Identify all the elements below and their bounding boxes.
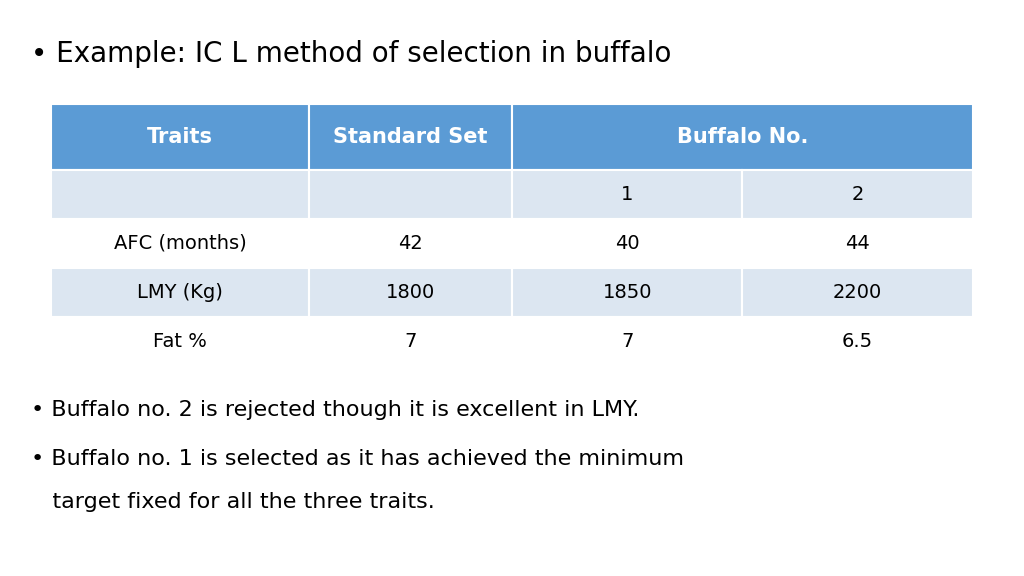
Bar	[742, 268, 973, 317]
Bar	[512, 170, 742, 219]
Text: Standard Set: Standard Set	[334, 127, 487, 147]
Text: target fixed for all the three traits.: target fixed for all the three traits.	[31, 492, 434, 513]
Bar	[51, 219, 309, 268]
Text: 44: 44	[845, 234, 870, 253]
Bar	[512, 317, 742, 366]
Text: 6.5: 6.5	[842, 332, 873, 351]
Text: 40: 40	[614, 234, 640, 253]
Text: • Buffalo no. 1 is selected as it has achieved the minimum: • Buffalo no. 1 is selected as it has ac…	[31, 449, 684, 469]
Text: 7: 7	[404, 332, 417, 351]
Bar	[742, 317, 973, 366]
Text: 1: 1	[621, 185, 634, 204]
Text: 42: 42	[398, 234, 423, 253]
Text: 2: 2	[851, 185, 864, 204]
Text: 1800: 1800	[386, 283, 435, 302]
Bar	[512, 104, 973, 170]
Bar	[742, 170, 973, 219]
Text: 1850: 1850	[602, 283, 652, 302]
Bar	[309, 268, 512, 317]
Text: 7: 7	[621, 332, 634, 351]
Text: AFC (months): AFC (months)	[114, 234, 247, 253]
Text: 2200: 2200	[833, 283, 883, 302]
Bar	[309, 104, 512, 170]
Bar	[51, 104, 309, 170]
Bar	[512, 219, 742, 268]
Bar	[309, 170, 512, 219]
Bar	[512, 268, 742, 317]
Bar	[742, 219, 973, 268]
Text: LMY (Kg): LMY (Kg)	[137, 283, 223, 302]
Text: • Buffalo no. 2 is rejected though it is excellent in LMY.: • Buffalo no. 2 is rejected though it is…	[31, 400, 639, 420]
Text: • Example: IC L method of selection in buffalo: • Example: IC L method of selection in b…	[31, 40, 671, 69]
Bar	[51, 170, 309, 219]
Bar	[51, 268, 309, 317]
Bar	[51, 317, 309, 366]
Bar	[309, 317, 512, 366]
Bar	[309, 219, 512, 268]
Text: Buffalo No.: Buffalo No.	[677, 127, 808, 147]
Text: Fat %: Fat %	[154, 332, 207, 351]
Text: Traits: Traits	[147, 127, 213, 147]
